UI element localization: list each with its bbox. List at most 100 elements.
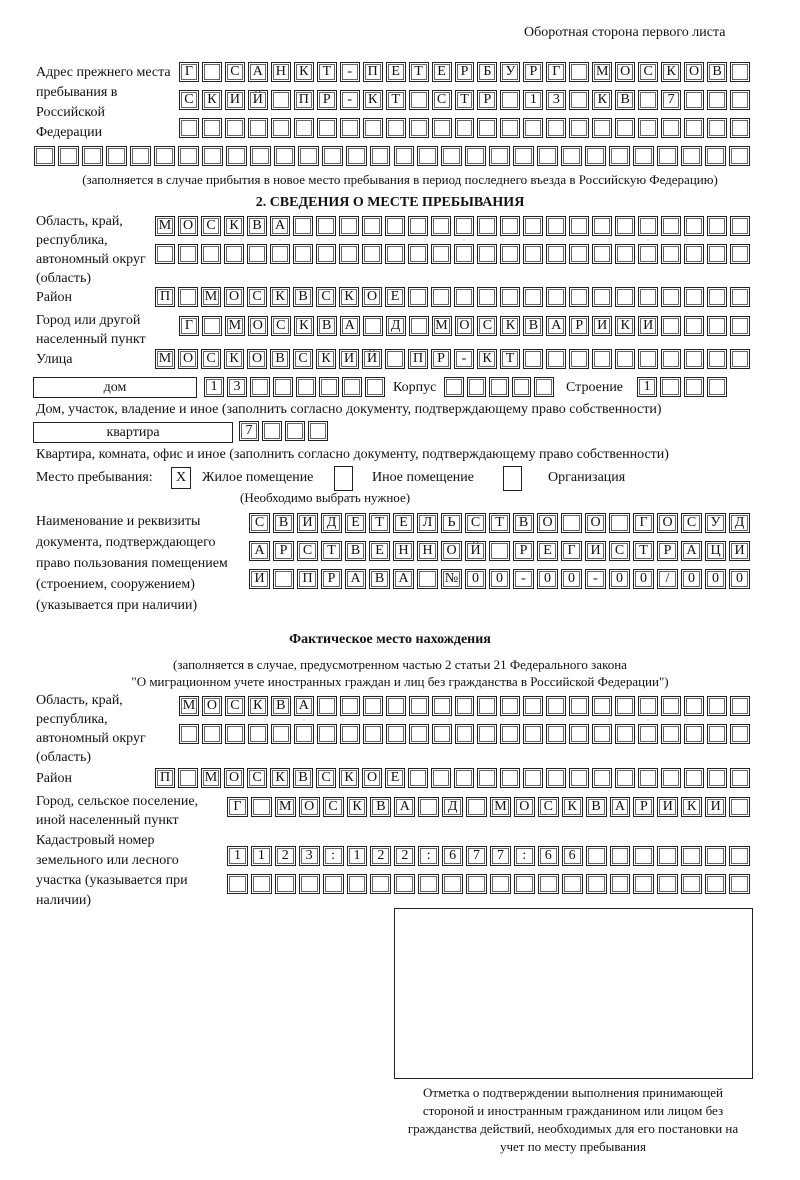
actual-region-row-2-cell[interactable] bbox=[362, 724, 383, 744]
doc-row-1-cell[interactable]: И bbox=[297, 513, 318, 533]
cadastre-row-2-cell[interactable] bbox=[466, 874, 487, 894]
korpus-row-cell[interactable] bbox=[511, 377, 532, 397]
actual-city-row-cell[interactable]: О bbox=[298, 797, 320, 817]
region-row-2-cell[interactable] bbox=[316, 244, 336, 264]
prev-address-row-4-cell[interactable] bbox=[681, 146, 703, 166]
korpus-row-cell[interactable] bbox=[489, 377, 509, 397]
actual-district-row-cell[interactable]: С bbox=[316, 768, 336, 788]
actual-region-row-2-cell[interactable] bbox=[615, 724, 636, 744]
district-row-cell[interactable] bbox=[684, 287, 704, 307]
district-row-cell[interactable] bbox=[661, 287, 681, 307]
street-row-cell[interactable]: П bbox=[408, 349, 428, 369]
cadastre-row-2-cell[interactable] bbox=[585, 874, 607, 894]
city-row-cell[interactable]: И bbox=[592, 316, 613, 336]
prev-address-row-4-cell[interactable] bbox=[393, 146, 415, 166]
region-row-2-cell[interactable] bbox=[339, 244, 359, 264]
doc-row-2-cell[interactable]: В bbox=[345, 541, 366, 561]
building-row-cell[interactable] bbox=[706, 377, 727, 397]
city-row-cell[interactable] bbox=[408, 316, 429, 336]
actual-district-row-cell[interactable] bbox=[661, 768, 681, 788]
prev-address-row-2-cell[interactable]: 1 bbox=[523, 90, 544, 110]
region-row-2-cell[interactable] bbox=[730, 244, 750, 264]
actual-district-row-cell[interactable] bbox=[569, 768, 589, 788]
prev-address-row-3-cell[interactable] bbox=[247, 118, 268, 138]
actual-region-row-1-cell[interactable] bbox=[638, 696, 659, 716]
city-row-cell[interactable]: К bbox=[500, 316, 521, 336]
doc-row-2-cell[interactable]: И bbox=[585, 541, 606, 561]
prev-address-row-2-cell[interactable]: С bbox=[179, 90, 199, 110]
prev-address-row-1-cell[interactable] bbox=[569, 62, 590, 82]
cadastre-row-1-cell[interactable]: 1 bbox=[346, 846, 368, 866]
doc-row-2-cell[interactable]: Г bbox=[561, 541, 582, 561]
street-row-cell[interactable]: И bbox=[339, 349, 359, 369]
prev-address-row-1-cell[interactable]: О bbox=[615, 62, 636, 82]
city-row-cell[interactable]: М bbox=[431, 316, 452, 336]
cadastre-row-1-cell[interactable]: 2 bbox=[274, 846, 296, 866]
cadastre-row-1-cell[interactable]: 2 bbox=[370, 846, 392, 866]
actual-region-row-2-cell[interactable] bbox=[247, 724, 268, 744]
street-row-cell[interactable] bbox=[730, 349, 750, 369]
cadastre-row-1-cell[interactable] bbox=[633, 846, 655, 866]
doc-row-3-cell[interactable]: / bbox=[657, 569, 678, 589]
region-row-2-cell[interactable] bbox=[592, 244, 612, 264]
cadastre-row-2-cell[interactable] bbox=[274, 874, 296, 894]
prev-address-row-2-cell[interactable]: Р bbox=[316, 90, 337, 110]
street-row-cell[interactable]: В bbox=[270, 349, 290, 369]
building-row-cell[interactable]: 1 bbox=[637, 377, 658, 397]
city-row-cell[interactable] bbox=[707, 316, 728, 336]
actual-region-row-1-cell[interactable]: М bbox=[179, 696, 199, 716]
actual-region-row-1-cell[interactable] bbox=[615, 696, 636, 716]
prev-address-row-3-cell[interactable] bbox=[270, 118, 291, 138]
district-row-cell[interactable] bbox=[477, 287, 497, 307]
prev-address-row-2-cell[interactable]: П bbox=[293, 90, 314, 110]
building-row-cell[interactable] bbox=[660, 377, 681, 397]
doc-row-3-cell[interactable]: 0 bbox=[465, 569, 486, 589]
prev-address-row-4-cell[interactable] bbox=[369, 146, 391, 166]
actual-region-row-1-cell[interactable] bbox=[523, 696, 544, 716]
doc-row-1-cell[interactable]: Т bbox=[369, 513, 390, 533]
city-row-cell[interactable]: Г bbox=[179, 316, 199, 336]
prev-address-row-2-cell[interactable]: В bbox=[615, 90, 636, 110]
actual-district-row-cell[interactable] bbox=[615, 768, 635, 788]
region-row-1-cell[interactable]: О bbox=[178, 216, 198, 236]
doc-row-2-cell[interactable]: А bbox=[681, 541, 702, 561]
actual-city-row-cell[interactable]: И bbox=[657, 797, 679, 817]
district-row-cell[interactable]: С bbox=[316, 287, 336, 307]
actual-city-row-cell[interactable] bbox=[418, 797, 440, 817]
actual-district-row-cell[interactable] bbox=[546, 768, 566, 788]
cadastre-row-2-cell[interactable] bbox=[250, 874, 272, 894]
actual-region-row-1-cell[interactable]: А bbox=[293, 696, 314, 716]
doc-row-3-cell[interactable]: - bbox=[513, 569, 534, 589]
prev-address-row-1-cell[interactable]: О bbox=[684, 62, 705, 82]
prev-address-row-2-cell[interactable] bbox=[707, 90, 728, 110]
actual-region-row-1-cell[interactable] bbox=[316, 696, 337, 716]
prev-address-row-4-cell[interactable] bbox=[201, 146, 223, 166]
cadastre-row-2-cell[interactable] bbox=[442, 874, 464, 894]
district-row-cell[interactable]: К bbox=[270, 287, 290, 307]
actual-region-row-1-cell[interactable]: С bbox=[224, 696, 245, 716]
region-row-1-cell[interactable] bbox=[523, 216, 543, 236]
city-row-cell[interactable]: О bbox=[454, 316, 475, 336]
prev-address-row-3-cell[interactable] bbox=[569, 118, 590, 138]
doc-row-1-cell[interactable]: Е bbox=[345, 513, 366, 533]
actual-city-row-cell[interactable]: С bbox=[537, 797, 559, 817]
prev-address-row-4-cell[interactable] bbox=[153, 146, 175, 166]
prev-address-row-3-cell[interactable] bbox=[179, 118, 199, 138]
doc-row-2-cell[interactable]: Р bbox=[657, 541, 678, 561]
prev-address-row-1-cell[interactable]: Г bbox=[546, 62, 567, 82]
region-row-1-cell[interactable] bbox=[339, 216, 359, 236]
stay-option-organization-checkbox[interactable] bbox=[503, 466, 522, 491]
prev-address-row-2-cell[interactable] bbox=[408, 90, 429, 110]
house-number-row-cell[interactable]: 3 bbox=[227, 377, 247, 397]
street-row-cell[interactable] bbox=[546, 349, 566, 369]
doc-row-3-cell[interactable]: 0 bbox=[609, 569, 630, 589]
doc-row-1-cell[interactable]: О bbox=[585, 513, 606, 533]
doc-row-1-cell[interactable] bbox=[609, 513, 630, 533]
actual-region-row-2-cell[interactable] bbox=[569, 724, 590, 744]
doc-row-2-cell[interactable]: А bbox=[249, 541, 270, 561]
doc-row-1-cell[interactable]: Д bbox=[321, 513, 342, 533]
actual-region-row-2-cell[interactable] bbox=[500, 724, 521, 744]
prev-address-row-1-cell[interactable]: Е bbox=[385, 62, 406, 82]
region-row-2-cell[interactable] bbox=[615, 244, 635, 264]
actual-city-row-cell[interactable] bbox=[729, 797, 750, 817]
